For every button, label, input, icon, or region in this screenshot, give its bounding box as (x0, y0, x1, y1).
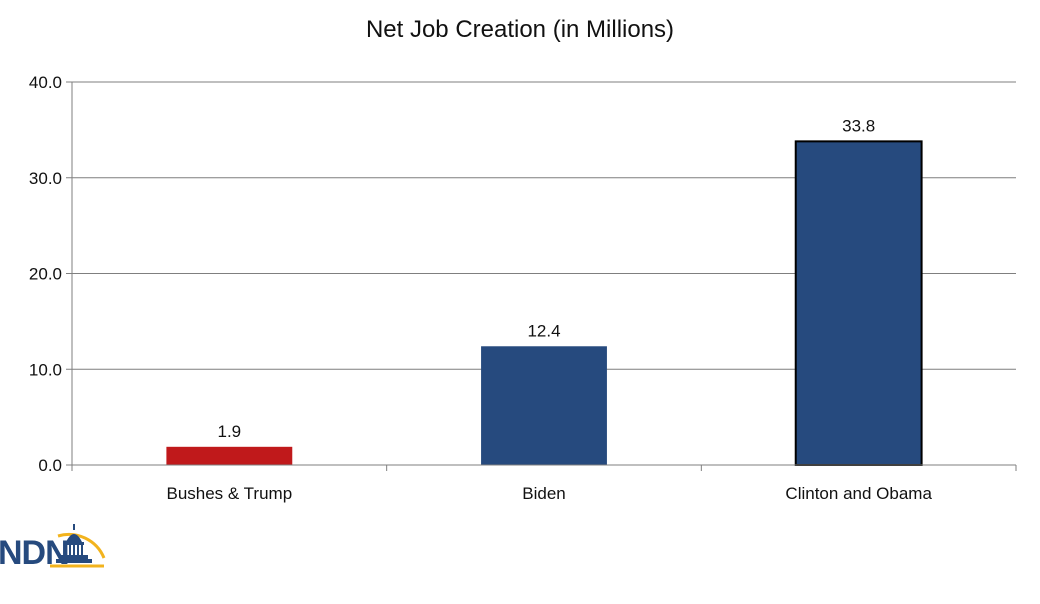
ndn-logo: NDN (0, 524, 106, 572)
x-category-label: Bushes & Trump (166, 484, 292, 503)
chart-title: Net Job Creation (in Millions) (365, 16, 675, 43)
data-label: 33.8 (842, 116, 875, 135)
logo-text: NDN (0, 534, 69, 572)
labels: 0.0 10.0 20.0 30.0 40.0 1.9 Bushes & Trump 12.4… (29, 73, 933, 503)
capitol-icon (56, 524, 92, 563)
y-tick-label: 30.0 (29, 169, 62, 188)
y-tick-label: 10.0 (29, 360, 62, 379)
bar (481, 346, 607, 465)
axes (66, 81, 1017, 471)
logo-arc (57, 532, 106, 559)
bar (794, 140, 923, 467)
y-tick-label: 0.0 (38, 456, 62, 475)
x-category-label: Biden (522, 484, 565, 503)
bar (166, 446, 293, 465)
x-category-label: Clinton and Obama (785, 484, 932, 503)
bars (166, 140, 923, 467)
data-label: 1.9 (218, 422, 242, 441)
y-tick-label: 20.0 (29, 265, 62, 284)
data-label: 12.4 (527, 321, 560, 340)
y-tick-label: 40.0 (29, 73, 62, 92)
